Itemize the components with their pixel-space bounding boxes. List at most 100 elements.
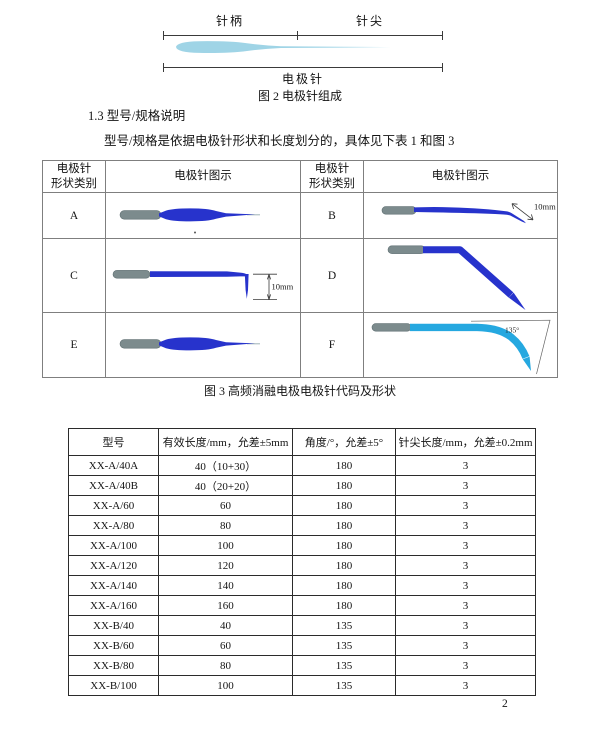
shape-header-category: 电极针 形状类别 [300,160,364,193]
spec-table-cell: 100 [158,675,293,696]
spec-table-row: XX-B/80 80 135 3 [68,655,536,676]
shape-illustration-D [363,238,558,313]
shape-illustration-F: 135° [363,312,558,378]
spec-table-cell: XX-A/140 [68,575,159,596]
spec-header-length: 有效长度/mm，允差±5mm [158,428,293,456]
figure2-tick-right [442,30,444,40]
figure2-top-rule [163,35,443,36]
spec-table-row: XX-B/40 40 135 3 [68,615,536,636]
needle-bent-tip-icon: 10mm [381,201,556,223]
spec-table-cell: 60 [158,495,293,516]
spec-table-cell: XX-A/80 [68,515,159,536]
shape-code-A: A [42,192,106,239]
page-number: 2 [502,698,508,710]
section-heading: 1.3 型号/规格说明 [88,109,186,123]
spec-table-cell: 120 [158,555,293,576]
spec-table-cell: 80 [158,655,293,676]
spec-table-row: XX-A/80 80 180 3 [68,515,536,536]
spec-table-cell: 3 [395,675,536,696]
needle-diagonal-icon [387,245,526,310]
spec-table-header-row: 型号 有效长度/mm，允差±5mm 角度/°，允差±5° 针尖长度/mm，允差±… [68,428,536,456]
shape-illustration-C: 10mm [105,238,301,313]
spec-table-cell: 135 [292,615,396,636]
spec-table-cell: 40（10+30） [158,455,293,476]
shape-table-row: E F 135° [42,312,558,378]
spec-table-row: XX-A/100 100 180 3 [68,535,536,556]
spec-table-cell: 180 [292,595,396,616]
shape-code-C: C [42,238,106,313]
spec-header-model: 型号 [68,428,159,456]
figure2-handle-label: 针柄 [215,14,244,28]
spec-table: 型号 有效长度/mm，允差±5mm 角度/°，允差±5° 针尖长度/mm，允差±… [68,428,536,696]
spec-table-cell: 180 [292,455,396,476]
figure2-tip-label: 针尖 [355,14,384,28]
shape-header-illustration: 电极针图示 [363,160,558,193]
spec-table-cell: 180 [292,515,396,536]
shape-code-table: 电极针 形状类别 电极针图示 电极针 形状类别 电极针图示 A B [42,160,558,378]
shape-table-row: C 10mm D [42,238,558,313]
spec-table-cell: XX-B/60 [68,635,159,656]
spec-table-row: XX-A/60 60 180 3 [68,495,536,516]
figure2-bottom-rule [163,67,443,68]
spec-table-cell: 180 [292,555,396,576]
spec-table-cell: XX-B/40 [68,615,159,636]
spec-table-cell: 180 [292,575,396,596]
spec-table-cell: 3 [395,495,536,516]
spec-table-body: XX-A/40A 40（10+30） 180 3 XX-A/40B 40（20+20） 18… [68,455,536,696]
needle-right-angle-icon: 10mm [112,269,293,300]
spec-table-cell: 3 [395,535,536,556]
figure2-tick-left [162,30,164,40]
shape-header-illustration: 电极针图示 [105,160,301,193]
shape-table-header-row: 电极针 形状类别 电极针图示 电极针 形状类别 电极针图示 [42,160,558,193]
figure2-caption: 图 2 电极针组成 [257,89,342,103]
figure2-needle-illustration [176,41,391,53]
spec-table-row: XX-B/60 60 135 3 [68,635,536,656]
spec-table-cell: XX-A/160 [68,595,159,616]
shape-code-D: D [300,238,364,313]
spec-table-cell: 40 [158,615,293,636]
needle-curved-135-icon: 135° [371,319,551,374]
spec-table-row: XX-A/40B 40（20+20） 180 3 [68,475,536,496]
spec-table-cell: 100 [158,535,293,556]
shape-table-row: A B 10mm [42,192,558,239]
spec-table-cell: 3 [395,655,536,676]
spec-table-cell: 80 [158,515,293,536]
spec-table-cell: 40（20+20） [158,475,293,496]
spec-table-cell: 140 [158,575,293,596]
spec-table-cell: XX-B/100 [68,675,159,696]
figure2-bottom-tick-left [162,62,164,72]
figure2-bottom-tick-right [442,62,444,72]
spec-table-cell: 3 [395,595,536,616]
shape-illustration-E [105,312,301,378]
spec-table-row: XX-A/160 160 180 3 [68,595,536,616]
shape-code-E: E [42,312,106,378]
figure2-tick-middle [296,30,298,40]
spec-table-cell: 135 [292,635,396,656]
spec-header-angle: 角度/°，允差±5° [292,428,396,456]
spec-header-tip-length: 针尖长度/mm，允差±0.2mm [395,428,536,456]
spec-table-cell: 180 [292,495,396,516]
spec-table-cell: 3 [395,455,536,476]
spec-table-row: XX-B/100 100 135 3 [68,675,536,696]
spec-table-cell: 3 [395,515,536,536]
spec-table-cell: 180 [292,535,396,556]
spec-table-cell: 60 [158,635,293,656]
spec-table-cell: 135 [292,675,396,696]
shape-code-B: B [300,192,364,239]
spec-table-cell: 3 [395,615,536,636]
spec-table-cell: 160 [158,595,293,616]
shape-code-F: F [300,312,364,378]
spec-table-row: XX-A/40A 40（10+30） 180 3 [68,455,536,476]
figure3-caption: 图 3 高频消融电极电极针代码及形状 [203,384,396,398]
shape-header-category: 电极针 形状类别 [42,160,106,193]
spec-table-cell: 135 [292,655,396,676]
needle-straight-icon [119,207,260,233]
dim-label-10mm: 10mm [534,201,556,211]
spec-table-cell: XX-B/80 [68,655,159,676]
spec-table-cell: XX-A/60 [68,495,159,516]
spec-table-cell: XX-A/40A [68,455,159,476]
spec-table-cell: 3 [395,635,536,656]
shape-illustration-A [105,192,301,239]
figure2-diagram: 针柄 针尖 电极针 图 2 电极针组成 [0,0,600,104]
